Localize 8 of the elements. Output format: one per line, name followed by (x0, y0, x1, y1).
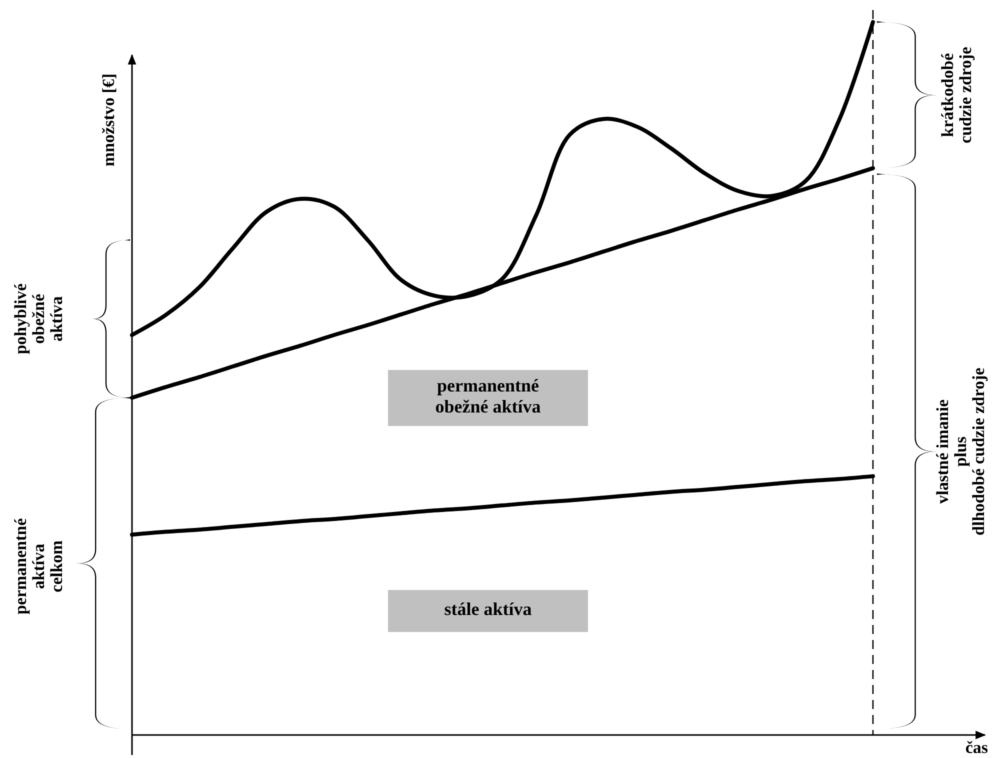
y-axis-title: množstvo [€] (98, 73, 118, 167)
annotation: stále aktíva (444, 599, 532, 620)
annotation: permanentné obežné aktíva (435, 376, 541, 417)
text: permanentné aktíva celkom (11, 518, 66, 615)
annotation: krátkodobé cudzie zdroje (938, 46, 975, 144)
x-axis-title: čas (965, 738, 988, 757)
annotation: vlastné imanie plus dlhodobé cudzie zdroje (933, 367, 988, 536)
text: pohyblivé obežné aktíva (11, 282, 66, 354)
